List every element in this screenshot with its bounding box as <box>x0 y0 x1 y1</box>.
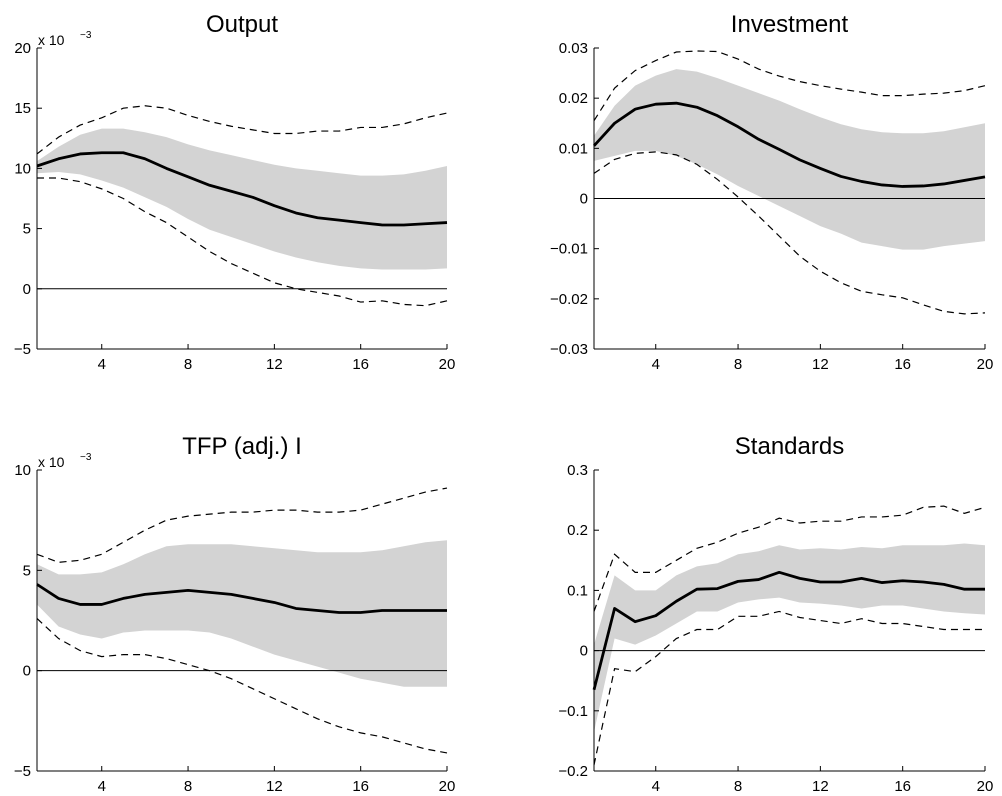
panel-output: −5 0 5 10 15 20 4 8 12 16 20 Output x 10 −3 <box>14 11 455 373</box>
lower-bound-line-investment <box>593 151 986 315</box>
upper-bound-line-investment <box>593 50 986 122</box>
y-tick-label-standards: 0.2 <box>567 522 588 539</box>
upper-bound-line-output <box>36 105 448 155</box>
panel-tfp-adj-i: −5 0 5 10 4 8 12 16 20 TFP (adj.) I x 10 −3 <box>14 433 455 795</box>
y-tick-label-output: 15 <box>14 100 31 117</box>
median-line-standards <box>592 570 985 691</box>
y-tick-label-investment: 0.01 <box>559 140 588 157</box>
y-tick-label-standards: 0.1 <box>567 582 588 599</box>
scale-note-output: x 10 <box>38 32 65 48</box>
y-tick-label-standards: −0.2 <box>558 763 588 780</box>
confidence-band-investment <box>594 69 985 250</box>
confidence-band-tfp-adj-i <box>37 540 447 687</box>
x-tick-label-standards: 12 <box>812 778 829 795</box>
x-tick-label-tfp-adj-i: 4 <box>98 778 106 795</box>
x-tick-label-tfp-adj-i: 16 <box>352 778 369 795</box>
scale-note-tfp-adj-i: x 10 <box>38 454 65 470</box>
confidence-band-standards <box>594 543 985 732</box>
y-tick-label-tfp-adj-i: 0 <box>23 663 31 680</box>
x-tick-label-investment: 20 <box>977 356 994 373</box>
confidence-band-output <box>37 128 447 270</box>
x-tick-label-investment: 4 <box>652 356 660 373</box>
x-tick-label-investment: 8 <box>734 356 742 373</box>
x-tick-label-output: 4 <box>98 356 106 373</box>
lower-bound-line-standards <box>593 610 985 766</box>
x-tick-label-tfp-adj-i: 12 <box>266 778 283 795</box>
x-tick-label-standards: 16 <box>894 778 911 795</box>
panel-investment: −0.03 −0.02 −0.01 0 0.01 0.02 0.03 4 8 12 16 20 Inve… <box>550 11 993 373</box>
panel-title-tfp-adj-i: TFP (adj.) I <box>182 433 302 460</box>
y-tick-label-investment: 0 <box>580 191 588 208</box>
y-tick-label-output: 20 <box>14 40 31 57</box>
x-tick-label-output: 8 <box>184 356 192 373</box>
x-tick-label-standards: 4 <box>652 778 660 795</box>
upper-bound-line-tfp-adj-i <box>36 487 448 563</box>
y-tick-label-output: 10 <box>14 160 31 177</box>
x-tick-label-standards: 20 <box>977 778 994 795</box>
y-tick-label-standards: −0.1 <box>558 703 588 720</box>
y-tick-label-investment: −0.03 <box>550 341 588 358</box>
median-line-tfp-adj-i <box>36 583 447 614</box>
y-tick-label-output: 5 <box>23 221 31 238</box>
upper-bound-line-standards <box>593 505 986 612</box>
panel-title-investment: Investment <box>731 11 849 38</box>
y-tick-label-standards: 0 <box>580 643 588 660</box>
y-tick-label-investment: −0.01 <box>550 241 588 258</box>
y-tick-label-tfp-adj-i: 5 <box>23 562 31 579</box>
y-tick-label-tfp-adj-i: −5 <box>14 763 31 780</box>
x-tick-label-output: 20 <box>439 356 456 373</box>
y-tick-label-output: −5 <box>14 341 31 358</box>
x-tick-label-tfp-adj-i: 20 <box>439 778 456 795</box>
panel-title-output: Output <box>206 11 278 38</box>
y-tick-label-tfp-adj-i: 10 <box>14 462 31 479</box>
x-tick-label-investment: 12 <box>812 356 829 373</box>
x-tick-label-output: 16 <box>352 356 369 373</box>
median-line-investment <box>592 101 986 188</box>
scale-exponent-output: −3 <box>80 30 92 41</box>
y-tick-label-investment: 0.03 <box>559 40 588 57</box>
y-tick-label-output: 0 <box>23 281 31 298</box>
x-tick-label-investment: 16 <box>894 356 911 373</box>
scale-exponent-tfp-adj-i: −3 <box>80 452 92 463</box>
x-tick-label-tfp-adj-i: 8 <box>184 778 192 795</box>
panel-standards: −0.2 −0.1 0 0.1 0.2 0.3 4 8 12 16 20 Standards <box>558 433 993 795</box>
panel-title-standards: Standards <box>735 433 844 460</box>
x-tick-label-standards: 8 <box>734 778 742 795</box>
y-tick-label-investment: −0.02 <box>550 291 588 308</box>
y-tick-label-standards: 0.3 <box>567 462 588 479</box>
lower-bound-line-tfp-adj-i <box>36 618 448 754</box>
x-tick-label-output: 12 <box>266 356 283 373</box>
median-line-output <box>36 151 448 227</box>
y-tick-label-investment: 0.02 <box>559 90 588 107</box>
